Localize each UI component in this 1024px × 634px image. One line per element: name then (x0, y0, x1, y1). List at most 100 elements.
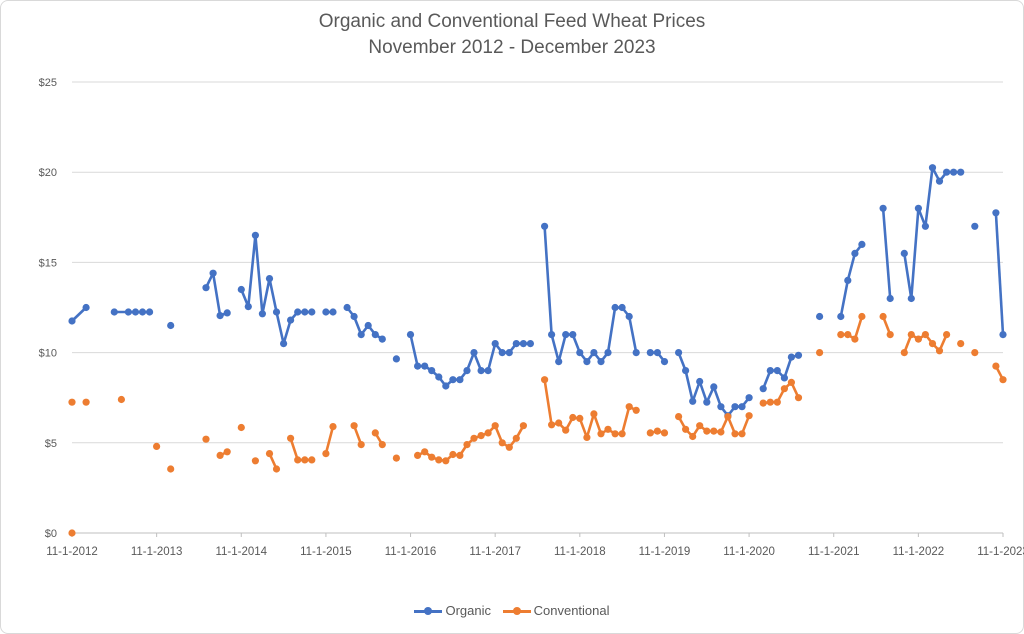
conventional-data-point (421, 448, 429, 456)
organic-data-point (294, 308, 302, 316)
organic-data-point (717, 403, 725, 411)
organic-data-point (900, 249, 908, 257)
y-tick-label: $20 (39, 167, 57, 179)
organic-data-point (555, 358, 563, 366)
conventional-data-point (999, 376, 1007, 384)
conventional-data-point (787, 378, 796, 386)
organic-data-point (928, 164, 937, 172)
organic-data-point (851, 249, 859, 257)
organic-data-point (449, 376, 457, 384)
organic-data-point (858, 240, 866, 248)
organic-series-line (839, 243, 863, 317)
organic-data-point (329, 308, 337, 316)
organic-data-point (611, 303, 619, 312)
conventional-data-point (442, 457, 450, 465)
organic-data-point (971, 222, 979, 230)
conventional-data-point (816, 349, 824, 357)
conventional-data-point (350, 422, 358, 430)
conventional-data-point (780, 385, 789, 393)
organic-data-point (548, 331, 556, 339)
organic-data-point (583, 358, 591, 366)
organic-data-point (682, 367, 690, 375)
conventional-series-line (417, 424, 525, 463)
legend-item-conventional[interactable]: Conventional (502, 603, 610, 618)
conventional-data-point (470, 434, 478, 442)
x-tick-label: 11-1-2015 (300, 546, 352, 558)
organic-data-point (576, 349, 584, 357)
organic-data-point (357, 331, 365, 339)
conventional-data-point (837, 331, 845, 339)
conventional-data-point (498, 439, 506, 447)
organic-data-point (787, 353, 796, 361)
conventional-data-point (971, 349, 979, 357)
conventional-data-point (618, 430, 626, 438)
conventional-data-point (512, 434, 520, 442)
organic-data-point (696, 377, 704, 386)
chart-subtitle: November 2012 - December 2023 (368, 37, 656, 58)
organic-data-point (780, 374, 789, 382)
conventional-data-point (456, 451, 464, 459)
organic-data-point (287, 316, 295, 324)
organic-data-point (745, 394, 753, 402)
conventional-data-point (886, 331, 894, 339)
y-tick-label: $25 (39, 77, 57, 89)
conventional-data-point (237, 423, 245, 432)
conventional-data-point (731, 430, 739, 438)
conventional-data-point (82, 398, 90, 406)
organic-data-point (844, 276, 852, 284)
conventional-data-point (202, 435, 210, 443)
organic-data-point (526, 340, 535, 348)
organic-data-point (703, 398, 711, 406)
conventional-data-point (675, 413, 683, 421)
organic-data-point (731, 403, 739, 411)
x-tick-label: 11-1-2018 (554, 546, 606, 558)
organic-data-point (251, 231, 259, 239)
conventional-data-point (625, 403, 633, 411)
organic-data-point (879, 204, 887, 212)
conventional-data-point (682, 425, 690, 433)
conventional-data-point (900, 349, 908, 357)
conventional-data-point (294, 456, 302, 464)
legend-item-organic[interactable]: Organic (414, 603, 491, 618)
x-tick-label: 11-1-2019 (639, 546, 691, 558)
legend-label-conventional: Conventional (533, 603, 610, 618)
conventional-data-point (604, 425, 612, 433)
organic-data-point (350, 312, 358, 321)
conventional-data-point (428, 453, 436, 461)
organic-data-point (68, 317, 76, 325)
organic-data-point (491, 340, 499, 348)
conventional-data-point (223, 448, 231, 456)
organic-data-point (463, 367, 471, 375)
conventional-data-point (879, 312, 887, 321)
organic-data-point (710, 383, 718, 391)
organic-data-point (110, 308, 118, 316)
conventional-data-point (272, 465, 281, 473)
conventional-data-point (759, 399, 767, 407)
organic-data-point (364, 321, 372, 330)
conventional-data-point (738, 430, 746, 438)
conventional-data-point (449, 450, 457, 459)
conventional-data-point (773, 398, 781, 406)
organic-data-point (202, 284, 210, 292)
organic-data-point (519, 340, 528, 348)
organic-data-point (406, 331, 415, 339)
conventional-data-point (844, 331, 852, 339)
x-tick-label: 11-1-2014 (215, 546, 267, 558)
organic-data-point (914, 204, 923, 212)
conventional-data-point (484, 429, 492, 437)
conventional-data-point (858, 312, 866, 321)
conventional-data-point (611, 430, 619, 438)
organic-data-point (484, 367, 492, 375)
x-tick-label: 11-1-2021 (808, 546, 860, 558)
conventional-data-point (921, 331, 930, 339)
conventional-data-point (646, 429, 654, 437)
organic-data-point (907, 294, 915, 303)
conventional-data-point (907, 331, 915, 339)
conventional-data-point (308, 456, 316, 464)
organic-series-line (204, 271, 228, 317)
conventional-data-point (590, 410, 598, 418)
organic-data-point (442, 382, 450, 390)
conventional-data-point (322, 450, 330, 458)
